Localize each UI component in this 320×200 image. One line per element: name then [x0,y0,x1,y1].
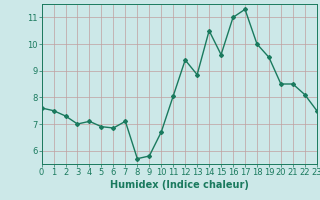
X-axis label: Humidex (Indice chaleur): Humidex (Indice chaleur) [110,180,249,190]
